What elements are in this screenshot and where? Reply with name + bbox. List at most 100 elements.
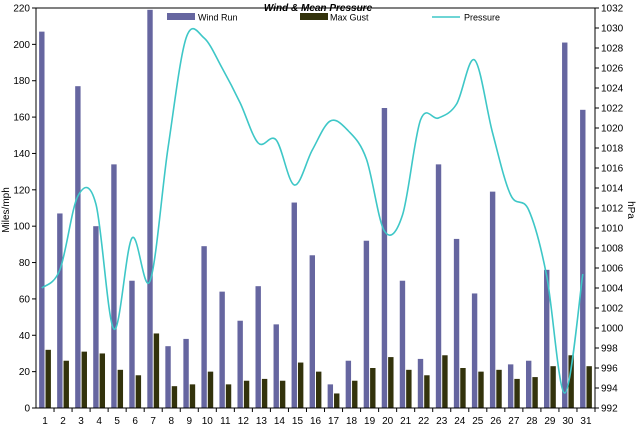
x-tick-label: 28 (526, 416, 538, 427)
y-right-tick-label: 996 (601, 364, 618, 375)
y-right-tick-label: 1000 (601, 324, 624, 335)
x-tick-label: 17 (328, 416, 340, 427)
x-tick-label: 5 (114, 416, 120, 427)
wind-run-bar (562, 42, 568, 408)
wind-run-bar (75, 86, 81, 408)
max-gust-bar (207, 371, 214, 408)
max-gust-bar (297, 362, 304, 408)
max-gust-bar (153, 333, 160, 408)
wind-run-bar (237, 320, 243, 408)
wind-run-bar (39, 31, 45, 409)
x-tick-label: 24 (454, 416, 466, 427)
max-gust-bar (568, 355, 574, 408)
max-gust-bar (370, 368, 376, 408)
max-gust-bar (352, 380, 358, 408)
max-gust-bar (460, 368, 466, 408)
max-gust-bar (279, 380, 286, 408)
max-gust-bar (261, 378, 268, 408)
y-right-tick-label: 1022 (601, 104, 624, 115)
y-left-tick-label: 100 (13, 222, 30, 233)
y-left-tick-label: 40 (19, 331, 31, 342)
wind-run-legend-swatch (167, 13, 195, 20)
max-gust-bar (316, 371, 322, 408)
plot-frame (35, 7, 596, 409)
wind-run-bar (381, 108, 388, 408)
y-right-tick-label: 1004 (601, 284, 624, 295)
wind-run-bar (93, 226, 99, 408)
y-left-tick-label: 80 (19, 258, 31, 269)
wind-run-legend-label: Wind Run (198, 13, 238, 23)
axes-layer: 0204060801001201401601802002209929949969… (13, 4, 623, 428)
x-tick-label: 12 (238, 416, 250, 427)
max-gust-bar (99, 353, 106, 408)
wind-run-bar (165, 346, 171, 408)
x-tick-label: 7 (150, 416, 156, 427)
wind-run-bar (309, 255, 315, 408)
wind-run-bar (507, 364, 514, 408)
x-tick-label: 29 (544, 416, 556, 427)
wind-run-bar (273, 324, 279, 408)
y-right-tick-label: 998 (601, 344, 618, 355)
wind-run-bar (111, 164, 117, 408)
wind-run-bar (147, 9, 153, 409)
y-right-tick-label: 994 (601, 384, 618, 395)
max-gust-bar (442, 355, 448, 408)
wind-run-bar (201, 246, 207, 408)
max-gust-bar (514, 378, 520, 408)
max-gust-bar (388, 357, 394, 408)
y-left-tick-label: 160 (13, 113, 30, 124)
x-tick-label: 30 (562, 416, 574, 427)
y-axis-right-label: hPa (625, 201, 636, 219)
x-tick-label: 1 (42, 416, 48, 427)
x-tick-label: 4 (96, 416, 102, 427)
x-tick-label: 3 (78, 416, 84, 427)
max-gust-bar (406, 369, 412, 408)
x-tick-label: 25 (472, 416, 484, 427)
x-tick-label: 22 (418, 416, 430, 427)
y-left-tick-label: 20 (19, 367, 31, 378)
y-left-tick-label: 140 (13, 149, 30, 160)
bars-layer (39, 9, 592, 409)
wind-run-bar (435, 164, 442, 408)
legend: Wind Run Max Gust Pressure (167, 13, 500, 23)
wind-run-bar (291, 202, 297, 408)
x-tick-label: 19 (364, 416, 376, 427)
wind-run-bar (255, 286, 261, 408)
x-tick-label: 20 (382, 416, 394, 427)
wind-run-bar (363, 240, 370, 408)
y-right-tick-label: 1014 (601, 184, 624, 195)
y-right-tick-label: 1020 (601, 124, 624, 135)
wind-run-bar (327, 384, 334, 408)
y-right-tick-label: 1008 (601, 244, 624, 255)
max-gust-bar (243, 380, 250, 408)
max-gust-bar (135, 375, 142, 408)
max-gust-bar (63, 360, 69, 408)
y-right-tick-label: 1030 (601, 24, 624, 35)
max-gust-bar (81, 351, 87, 408)
max-gust-bar (45, 349, 51, 408)
x-tick-label: 21 (400, 416, 412, 427)
pressure-line (41, 27, 584, 394)
y-left-tick-label: 0 (24, 404, 30, 415)
wind-run-bar (129, 280, 135, 408)
wind-run-bar (525, 360, 532, 408)
wind-run-bar (544, 269, 550, 408)
wind-run-bar (219, 291, 225, 408)
x-tick-label: 16 (310, 416, 322, 427)
y-right-tick-label: 1006 (601, 264, 624, 275)
wind-run-bar (580, 109, 586, 409)
x-tick-label: 18 (346, 416, 358, 427)
y-right-tick-label: 1026 (601, 64, 624, 75)
max-gust-legend-label: Max Gust (330, 13, 369, 23)
max-gust-bar (334, 393, 340, 408)
line-layer (41, 27, 584, 394)
y-left-tick-label: 120 (13, 185, 30, 196)
y-right-tick-label: 1024 (601, 84, 624, 95)
max-gust-bar (550, 366, 556, 408)
x-tick-label: 27 (508, 416, 520, 427)
y-right-tick-label: 1010 (601, 224, 624, 235)
max-gust-legend-swatch (300, 13, 328, 20)
y-left-tick-label: 180 (13, 76, 30, 87)
wind-run-bar (489, 191, 496, 408)
